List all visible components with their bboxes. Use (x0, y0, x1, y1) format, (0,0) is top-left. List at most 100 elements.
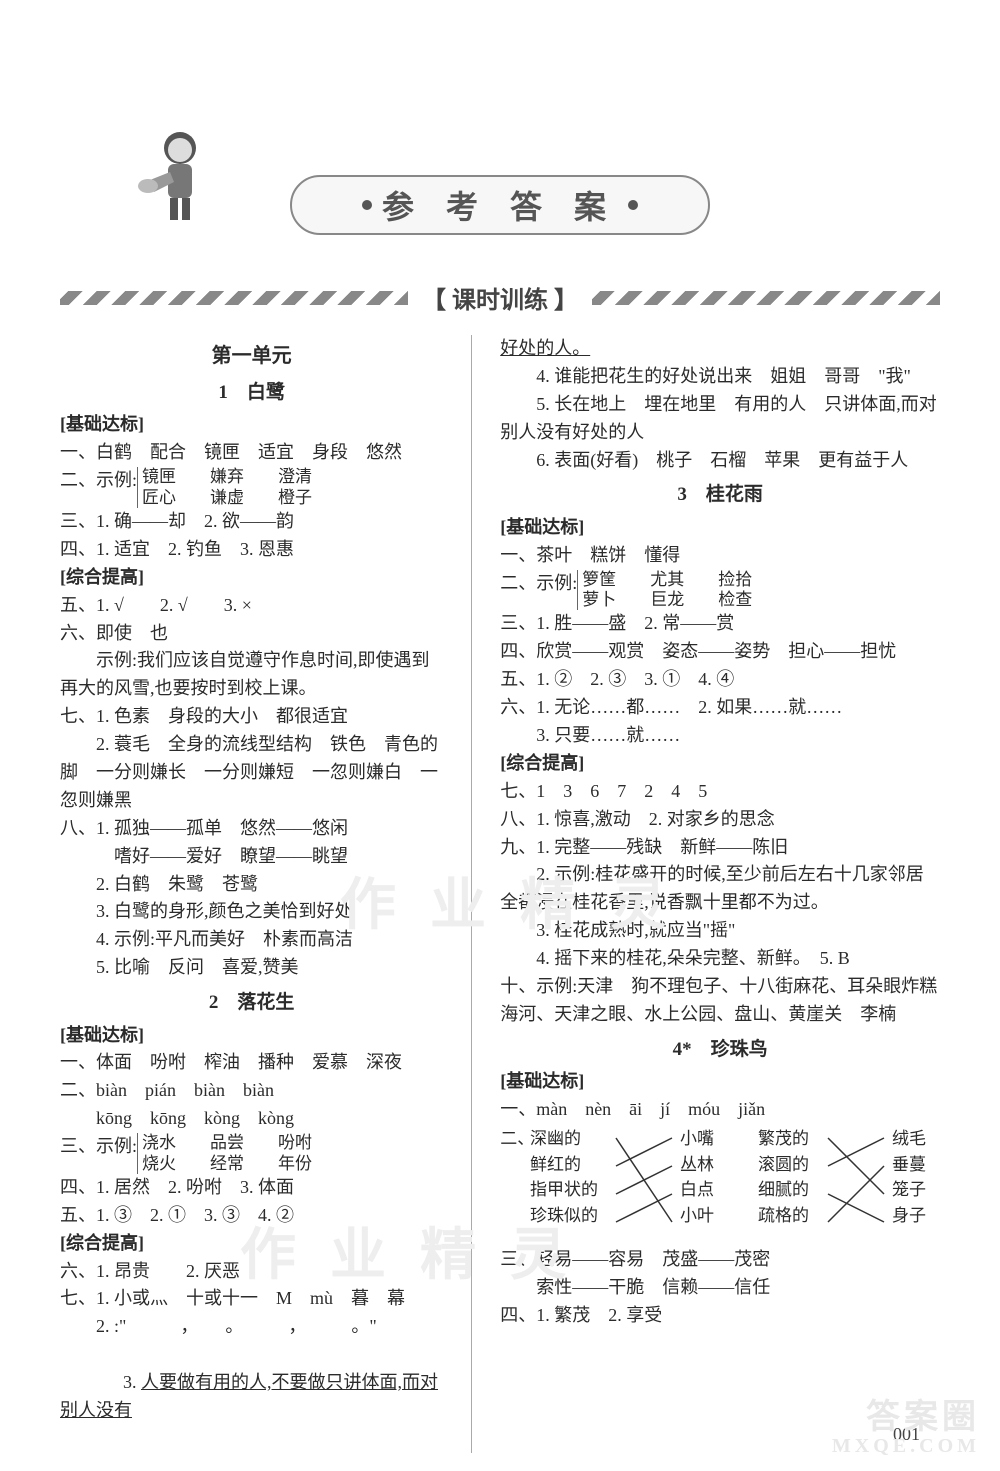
text-line: 烧火 经常 年份 (142, 1154, 312, 1174)
dot-icon (628, 200, 638, 210)
banner-ribbon: 参 考 答 案 (290, 175, 710, 235)
text-line: 6. 表面(好看) 桃子 石榴 苹果 更有益于人 (500, 447, 940, 475)
text-line: 四、欣赏——观赏 姿态——姿势 担心——担忧 (500, 638, 940, 666)
text-line: 2. 示例:桂花盛开的时候,至少前后左右十几家邻居全都浸在桂花香里,说香飘十里都… (500, 861, 940, 917)
text-line: 好处的人。 (500, 335, 940, 363)
text-line: 滚圆的 (758, 1152, 820, 1178)
text-line: 小嘴 (680, 1126, 728, 1152)
text-line: 嗜好——爱好 瞭望——眺望 (60, 843, 443, 871)
text-line: 4. 摇下来的桂花,朵朵完整、新鲜。 5. B (500, 945, 940, 973)
section-header: 【 课时训练 】 (60, 280, 940, 315)
text-line: 指甲状的 (530, 1177, 608, 1203)
match-col-rA: 繁茂的 滚圆的 细腻的 疏格的 (758, 1126, 820, 1236)
text-line: 四、1. 适宜 2. 钓鱼 3. 恩惠 (60, 536, 443, 564)
right-column: 好处的人。 4. 谁能把花生的好处说出来 姐姐 哥哥 "我" 5. 长在地上 埋… (500, 335, 940, 1453)
label: 二、示例: (500, 570, 577, 611)
section-label: 【 课时训练 】 (416, 280, 584, 315)
text-line: 绒毛 (892, 1126, 940, 1152)
text-line: 四、1. 居然 2. 吩咐 3. 体面 (60, 1174, 443, 1202)
left-column: 第一单元 1 白鹭 [基础达标] 一、白鹤 配合 镜匣 适宜 身段 悠然 二、示… (60, 335, 443, 1453)
text-line: 繁茂的 (758, 1126, 820, 1152)
tag: [综合提高] (60, 1230, 443, 1258)
title-banner: 参 考 答 案 (220, 160, 780, 250)
text-line: 一、màn nèn āi jí móu jiǎn (500, 1096, 940, 1124)
watermark-line: MXQE.COM (832, 1436, 980, 1457)
text-line: 六、1. 无论……都…… 2. 如果……就…… (500, 694, 940, 722)
text-line: 4. 示例:平凡而美好 朴素而高洁 (60, 926, 443, 954)
label: 3. (87, 1372, 141, 1392)
text-line: 身子 (892, 1203, 940, 1229)
cross-lines-icon (614, 1126, 674, 1236)
tag: [基础达标] (60, 1022, 443, 1050)
match-col-left: 深幽的 鲜红的 指甲状的 珍珠似的 (530, 1126, 608, 1236)
cartoon-boy-icon (130, 120, 220, 240)
text-line: 四、1. 繁茂 2. 享受 (500, 1302, 940, 1330)
text-line: 十、示例:天津 狗不理包子、十八街麻花、耳朵眼炸糕 海河、天津之眼、水上公园、盘… (500, 973, 940, 1029)
text-line: 深幽的 (530, 1126, 608, 1152)
text-line: 二、biàn pián biàn biàn (60, 1077, 443, 1105)
text-line: 箩筐 尤其 捡拾 (582, 570, 752, 590)
unit-title: 第一单元 (60, 341, 443, 372)
text-line: 五、1. ③ 2. ① 3. ③ 4. ② (60, 1202, 443, 1230)
match-col-mid: 小嘴 丛林 白点 小叶 (680, 1126, 728, 1236)
text-line: 六、即使 也 (60, 620, 443, 648)
text-line: 3. 桂花成熟时,就应当"摇" (500, 917, 940, 945)
stripe-left-icon (60, 291, 408, 305)
tag: [基础达标] (60, 411, 443, 439)
text-line: 萝卜 巨龙 检查 (582, 590, 752, 610)
column-divider (471, 335, 472, 1453)
text-line: 九、1. 完整——残缺 新鲜——陈旧 (500, 834, 940, 862)
text-line: 示例:我们应该自觉遵守作息时间,即使遇到再大的风雪,也要按时到校上课。 (60, 647, 443, 703)
text-line: 七、1 3 6 7 2 4 5 (500, 778, 940, 806)
text-line: 2. :" ， 。 ， 。" (60, 1313, 443, 1341)
text-line: 鲜红的 (530, 1152, 608, 1178)
lesson-title-4: 4* 珍珠鸟 (500, 1035, 940, 1064)
watermark-line: 答案圈 (832, 1400, 980, 1436)
text-line: 4. 谁能把花生的好处说出来 姐姐 哥哥 "我" (500, 363, 940, 391)
text-line: 三、轻易——容易 茂盛——茂密 (500, 1246, 940, 1274)
tag: [综合提高] (500, 750, 940, 778)
tag: [基础达标] (500, 514, 940, 542)
text-line: 2. 白鹤 朱鹭 苍鹭 (60, 871, 443, 899)
text-line: 细腻的 (758, 1177, 820, 1203)
text-line: 五、1. ② 2. ③ 3. ① 4. ④ (500, 666, 940, 694)
text-line: 匠心 谦虚 橙子 (142, 488, 312, 508)
text-line: 七、1. 色素 身段的大小 都很适宜 (60, 703, 443, 731)
text-line: 3. 白鹭的身形,颜色之美恰到好处 (60, 898, 443, 926)
text-line: 六、1. 昂贵 2. 厌恶 (60, 1258, 443, 1286)
corner-watermark: 答案圈 MXQE.COM (832, 1400, 980, 1457)
text-line: 一、白鹤 配合 镜匣 适宜 身段 悠然 (60, 439, 443, 467)
text-line: 五、1. √ 2. √ 3. × (60, 592, 443, 620)
tag: [综合提高] (60, 564, 443, 592)
text-line: 三、1. 胜——盛 2. 常——赏 (500, 610, 940, 638)
text-line: 索性——干脆 信赖——信任 (500, 1274, 940, 1302)
stripe-right-icon (592, 291, 940, 305)
text-line: 珍珠似的 (530, 1203, 608, 1229)
tag: [基础达标] (500, 1068, 940, 1096)
text-line: 三、1. 确——却 2. 欲——韵 (60, 508, 443, 536)
text-line: 一、茶叶 糕饼 懂得 (500, 542, 940, 570)
text-line: 二、示例: 箩筐 尤其 捡拾 萝卜 巨龙 检查 (500, 570, 940, 611)
text-line: 镜匣 嫌弃 澄清 (142, 467, 312, 487)
text-line: 5. 长在地上 埋在地里 有用的人 只讲体面,而对别人没有好处的人 (500, 391, 940, 447)
text-line: 笼子 (892, 1177, 940, 1203)
text-line: 二、示例: 镜匣 嫌弃 澄清 匠心 谦虚 橙子 (60, 467, 443, 508)
text-line: 一、体面 吩咐 榨油 播种 爱慕 深夜 (60, 1049, 443, 1077)
text-line: 丛林 (680, 1152, 728, 1178)
text-line: 3. 人要做有用的人,不要做只讲体面,而对别人没有 (60, 1341, 443, 1453)
text-line: 八、1. 惊喜,激动 2. 对家乡的思念 (500, 806, 940, 834)
text-line: kōng kōng kòng kòng (60, 1105, 443, 1133)
match-col-rB: 绒毛 垂蔓 笼子 身子 (892, 1126, 940, 1236)
dot-icon (362, 200, 372, 210)
text-line: 2. 蓑毛 全身的流线型结构 铁色 青色的脚 一分则嫌长 一分则嫌短 一忽则嫌白… (60, 731, 443, 815)
matching-diagram: 二、 深幽的 鲜红的 指甲状的 珍珠似的 小嘴 丛林 白点 小 (500, 1126, 940, 1246)
label: 三、示例: (60, 1133, 137, 1174)
text-line: 小叶 (680, 1203, 728, 1229)
text-line: 垂蔓 (892, 1152, 940, 1178)
text-line: 白点 (680, 1177, 728, 1203)
text-line: 5. 比喻 反问 喜爱,赞美 (60, 954, 443, 982)
cross-lines-icon (826, 1126, 886, 1236)
lesson-title-3: 3 桂花雨 (500, 480, 940, 509)
content-columns: 第一单元 1 白鹭 [基础达标] 一、白鹤 配合 镜匣 适宜 身段 悠然 二、示… (60, 335, 940, 1453)
text-line: 三、示例: 浇水 品尝 吩咐 烧火 经常 年份 (60, 1133, 443, 1174)
